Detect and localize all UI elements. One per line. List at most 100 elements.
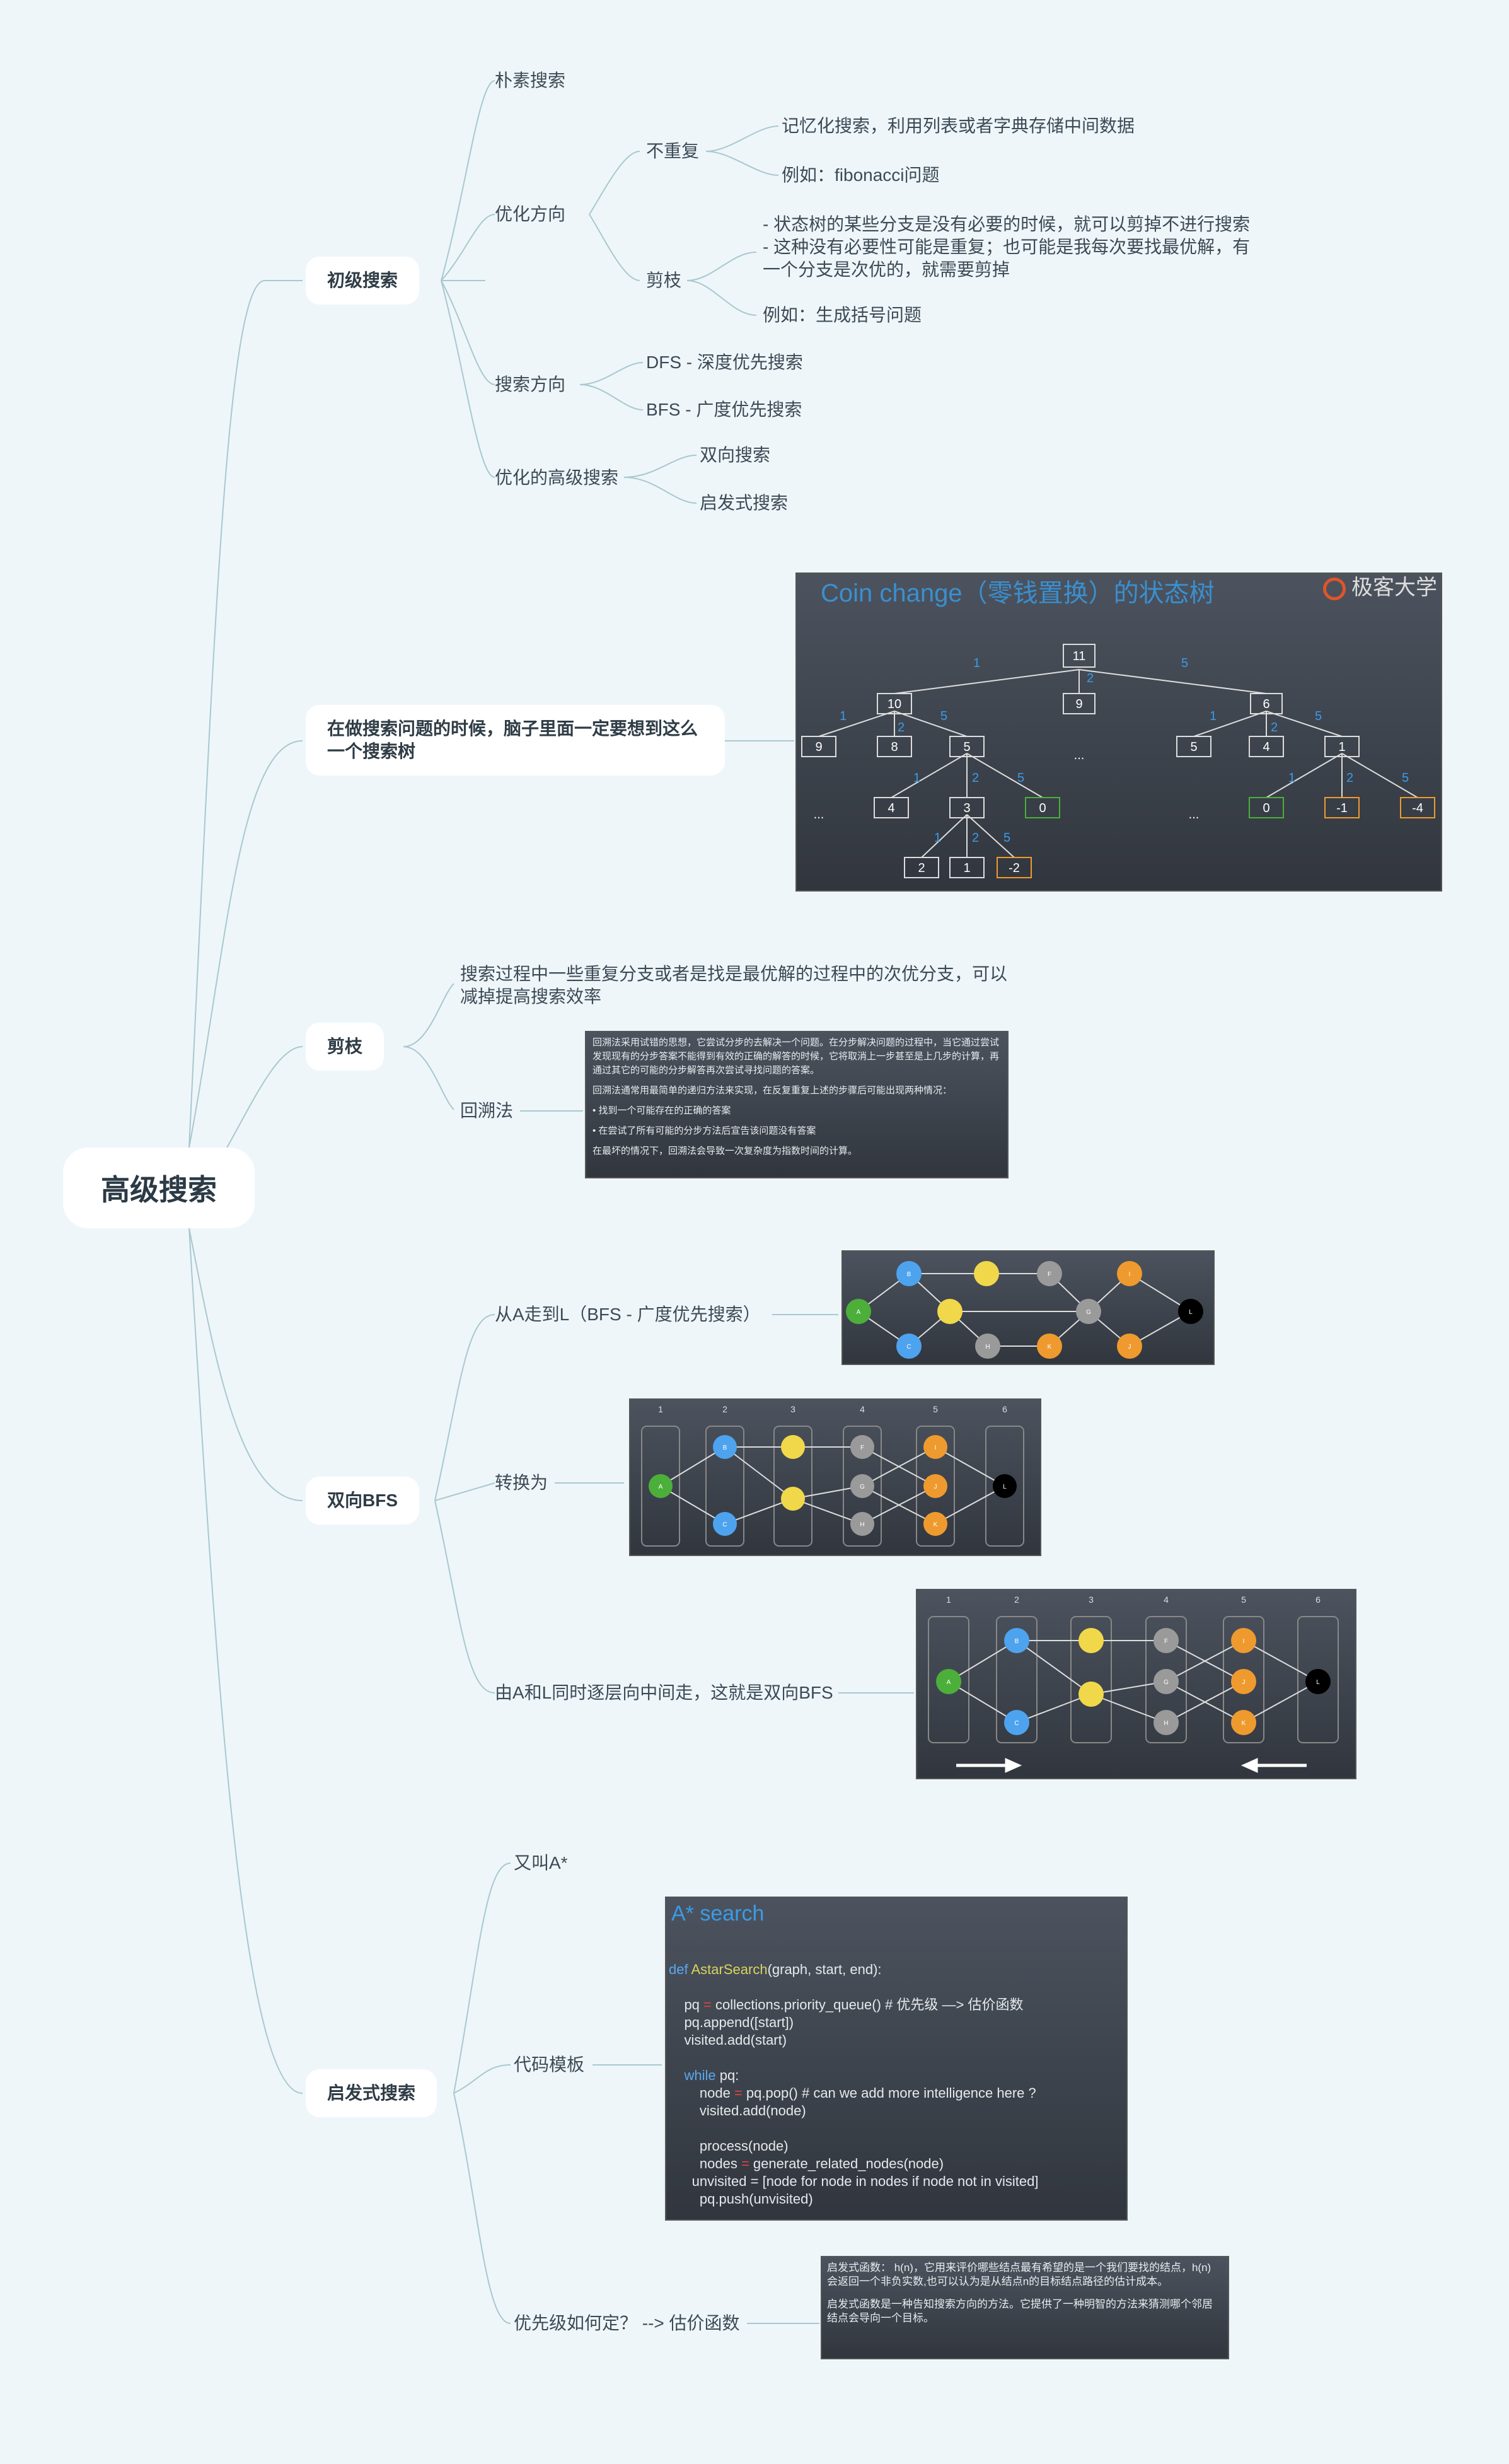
node-naive-search[interactable]: 朴素搜索 (495, 71, 566, 90)
svg-text:4: 4 (1263, 740, 1269, 754)
node-backtracking[interactable]: 回溯法 (460, 1101, 514, 1120)
bidirectional-graph-svg: 1 2 3 4 5 6 A B C F G H I J K L (928, 1595, 1339, 1773)
col-label-1: 1 (658, 1404, 663, 1414)
svg-text:5: 5 (1402, 771, 1409, 785)
svg-text:B: B (907, 1271, 911, 1278)
svg-text:2: 2 (1346, 771, 1353, 785)
bt-para-3: • 找到一个可能存在的正确的答案 (593, 1105, 731, 1116)
graph-a-to-l-svg: A B C F H G K I J L (846, 1261, 1203, 1359)
svg-text:B: B (723, 1444, 727, 1451)
svg-text:...: ... (1189, 808, 1200, 822)
svg-text:-1: -1 (1336, 801, 1348, 815)
node-heuristic-search[interactable]: 启发式搜索 (700, 493, 789, 513)
svg-text:5: 5 (1190, 740, 1197, 754)
svg-text:5: 5 (1003, 831, 1010, 845)
node-heuristic[interactable]: 启发式搜索 (306, 2069, 437, 2117)
svg-text:I: I (935, 1444, 937, 1451)
svg-text:0: 0 (1263, 801, 1269, 815)
node-basic-search[interactable]: 初级搜索 (306, 257, 420, 305)
bt-para-1: 回溯法采用试错的思想，它尝试分步的去解决一个问题。在分步解决问题的过程中，当它通… (593, 1037, 1000, 1076)
svg-text:5: 5 (1017, 771, 1024, 785)
svg-text:2: 2 (1271, 721, 1278, 735)
node-no-repeat[interactable]: 不重复 (646, 141, 700, 161)
node-search-tree[interactable]: 在做搜索问题的时候，脑子里面一定要想到这么一个搜索树 (306, 705, 725, 776)
node-bidirectional-bfs[interactable]: 双向BFS (306, 1477, 420, 1525)
node-dfs[interactable]: DFS - 深度优先搜索 (646, 352, 803, 372)
root-node[interactable]: 高级搜索 (63, 1148, 255, 1228)
heuristic-para-1: 启发式函数： h(n)，它用来评价哪些结点最有希望的是一个我们要找的结点，h(n… (827, 2262, 1211, 2287)
node-advanced-search[interactable]: 优化的高级搜索 (495, 468, 619, 487)
node-paren-example[interactable]: 例如：生成括号问题 (763, 305, 922, 325)
bi-col-label-3: 3 (1089, 1595, 1094, 1605)
brand-label: 极客大学 (1322, 574, 1437, 601)
svg-text:L: L (1003, 1484, 1007, 1491)
node-memoization[interactable]: 记忆化搜索，利用列表或者字典存储中间数据 (782, 116, 1135, 136)
svg-text:6: 6 (1263, 697, 1269, 711)
code-block: def AstarSearch(graph, start, end): pq =… (669, 1961, 1039, 2207)
svg-text:2: 2 (972, 771, 979, 785)
svg-text:5: 5 (1315, 709, 1322, 723)
node-meet-in-middle[interactable]: 由A和L同时逐层向中间走，这就是双向BFS (495, 1683, 833, 1702)
node-astar-alias[interactable]: 又叫A* (514, 1853, 568, 1873)
svg-text:F: F (860, 1444, 864, 1451)
svg-text:9: 9 (1075, 697, 1082, 711)
node-pruning[interactable]: 剪枝 (306, 1023, 384, 1071)
bt-para-4: • 在尝试了所有可能的分步方法后宣告该问题没有答案 (593, 1125, 816, 1136)
svg-text:1: 1 (840, 709, 847, 723)
svg-text:H: H (1164, 1720, 1168, 1727)
backtracking-text-image: 回溯法采用试错的思想，它尝试分步的去解决一个问题。在分步解决问题的过程中，当它通… (585, 1031, 1009, 1178)
heuristic-function-image: 启发式函数： h(n)，它用来评价哪些结点最有希望的是一个我们要找的结点，h(n… (821, 2256, 1229, 2359)
bi-col-label-6: 6 (1315, 1595, 1321, 1605)
bi-col-label-1: 1 (946, 1595, 951, 1605)
svg-text:K: K (1242, 1720, 1246, 1727)
svg-text:1: 1 (1288, 771, 1295, 785)
svg-text:4: 4 (887, 801, 894, 815)
tree-image-title: Coin change（零钱置换）的状态树 (821, 579, 1215, 607)
node-code-template[interactable]: 代码模板 (514, 2055, 585, 2074)
svg-text:5: 5 (1181, 656, 1188, 670)
svg-text:A: A (659, 1484, 663, 1491)
col-label-6: 6 (1002, 1404, 1007, 1414)
node-a-to-l[interactable]: 从A走到L（BFS - 广度优先搜索） (495, 1305, 761, 1324)
bi-col-label-5: 5 (1241, 1595, 1246, 1605)
svg-text:I: I (1129, 1271, 1131, 1278)
svg-text:F: F (1164, 1638, 1168, 1645)
svg-text:9: 9 (815, 740, 822, 754)
svg-text:8: 8 (891, 740, 898, 754)
node-prune-description[interactable]: - 状态树的某些分支是没有必要的时候，就可以剪掉不进行搜索 - 这种没有必要性可… (763, 214, 1251, 279)
svg-text:2: 2 (918, 861, 925, 875)
brand-logo-icon (1322, 578, 1346, 601)
svg-text:2: 2 (972, 831, 979, 845)
layered-graph-svg: 1 2 3 4 5 6 A B C F G H I J K L (641, 1404, 1024, 1547)
node-bfs[interactable]: BFS - 广度优先搜索 (646, 400, 802, 419)
node-bidirectional-search[interactable]: 双向搜索 (700, 445, 771, 465)
node-convert[interactable]: 转换为 (495, 1473, 548, 1492)
svg-text:H: H (985, 1344, 990, 1351)
bt-para-5: 在最坏的情况下，回溯法会导致一次复杂度为指数时间的计算。 (593, 1146, 858, 1156)
svg-text:1: 1 (913, 771, 920, 785)
svg-text:-4: -4 (1412, 801, 1423, 815)
svg-text:5: 5 (940, 709, 947, 723)
svg-text:C: C (722, 1521, 727, 1528)
svg-text:A: A (947, 1679, 951, 1686)
node-search-direction[interactable]: 搜索方向 (495, 375, 566, 394)
node-prune[interactable]: 剪枝 (646, 270, 682, 290)
bi-col-label-2: 2 (1014, 1595, 1019, 1605)
svg-text:J: J (934, 1484, 937, 1491)
node-priority[interactable]: 优先级如何定？ --> 估价函数 (514, 2313, 740, 2333)
node-optimize-direction[interactable]: 优化方向 (495, 204, 566, 224)
svg-text:J: J (1128, 1344, 1131, 1351)
node-pruning-description[interactable]: 搜索过程中一些重复分支或者是找是最优解的过程中的次优分支，可以减掉提高搜索效率 (460, 964, 1008, 1006)
coin-tree-svg: 11 10 9 6 9 8 5 5 4 1 4 3 0 0 -1 -4 2 1 … (801, 644, 1435, 878)
svg-text:1: 1 (973, 656, 980, 670)
svg-text:1: 1 (963, 861, 970, 875)
svg-text:3: 3 (963, 801, 970, 815)
col-label-2: 2 (722, 1404, 727, 1414)
svg-text:L: L (1316, 1679, 1320, 1686)
node-fibonacci[interactable]: 例如：fibonacci问题 (782, 165, 940, 185)
svg-text:A: A (857, 1309, 861, 1316)
svg-text:...: ... (1074, 748, 1085, 762)
svg-text:-2: -2 (1009, 861, 1020, 875)
svg-text:J: J (1242, 1679, 1246, 1686)
svg-text:I: I (1243, 1638, 1245, 1645)
